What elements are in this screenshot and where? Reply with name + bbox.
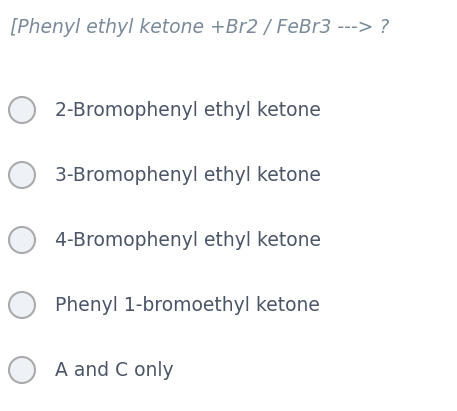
Ellipse shape: [9, 227, 35, 253]
Text: Phenyl 1-bromoethyl ketone: Phenyl 1-bromoethyl ketone: [55, 296, 320, 314]
Text: A and C only: A and C only: [55, 360, 174, 379]
Ellipse shape: [9, 357, 35, 383]
Text: 3-Bromophenyl ethyl ketone: 3-Bromophenyl ethyl ketone: [55, 166, 321, 185]
Ellipse shape: [9, 292, 35, 318]
Text: [Phenyl ethyl ketone +Br2 / FeBr3 ---> ?: [Phenyl ethyl ketone +Br2 / FeBr3 ---> ?: [10, 18, 389, 37]
Text: 4-Bromophenyl ethyl ketone: 4-Bromophenyl ethyl ketone: [55, 231, 321, 249]
Ellipse shape: [9, 97, 35, 123]
Text: 2-Bromophenyl ethyl ketone: 2-Bromophenyl ethyl ketone: [55, 101, 321, 120]
Ellipse shape: [9, 162, 35, 188]
